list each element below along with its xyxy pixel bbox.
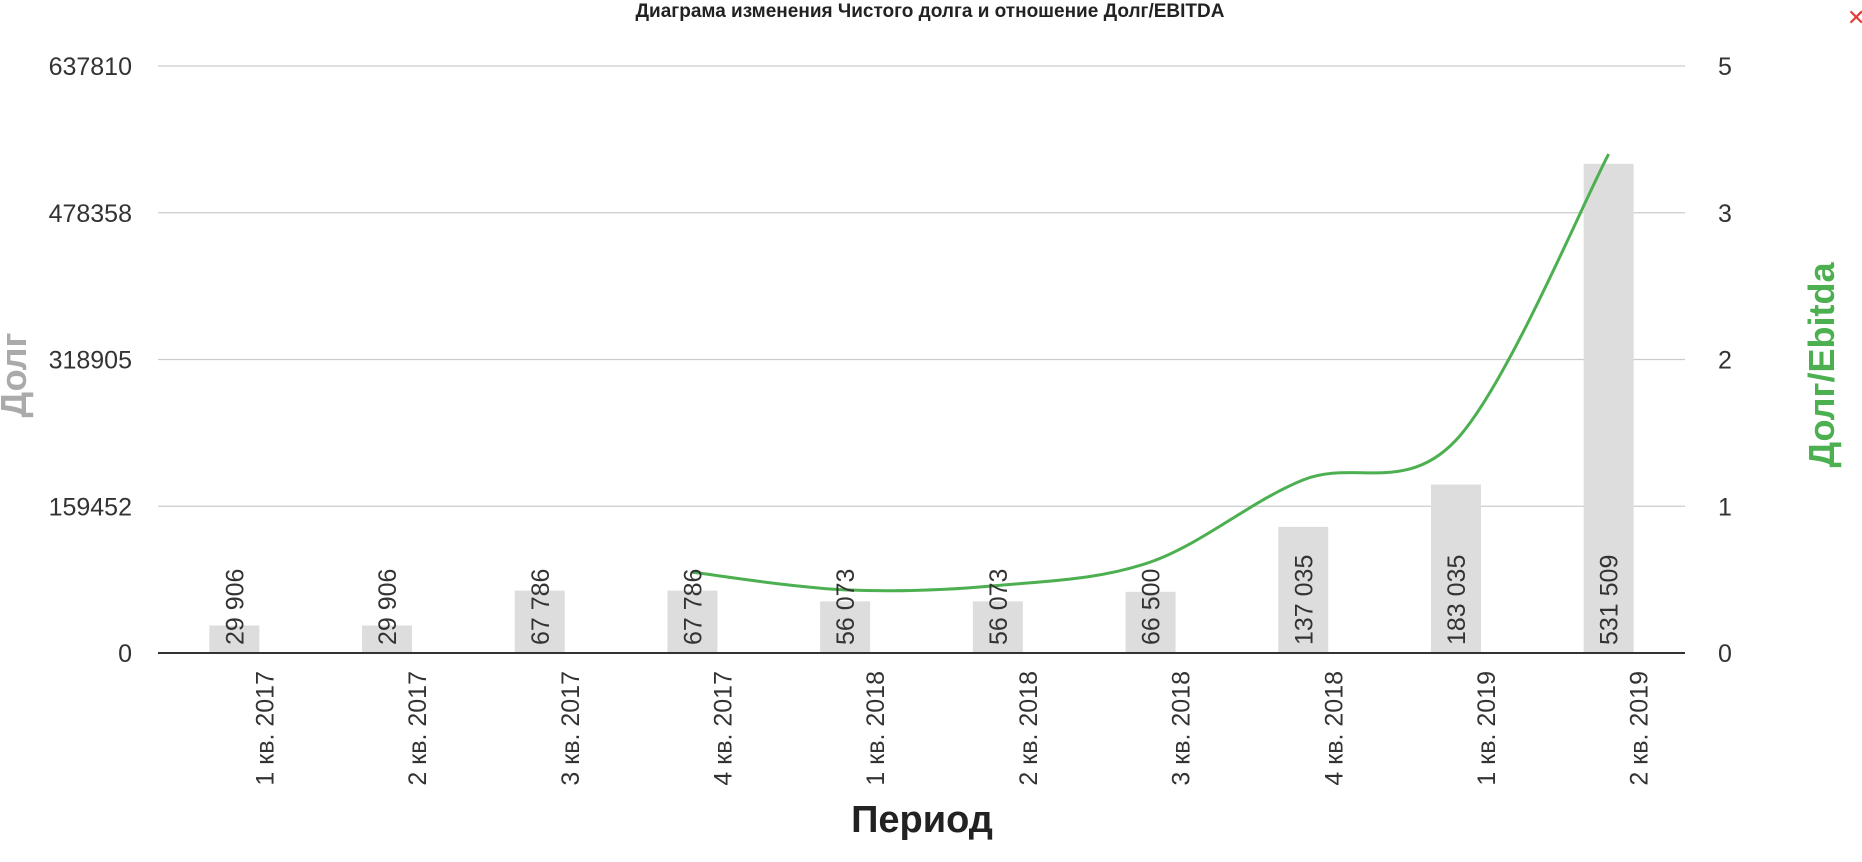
y2-tick-label: 2: [1718, 347, 1732, 375]
x-tick-label: 2 кв. 2017: [404, 671, 432, 786]
bar-data-label: 67 786: [527, 569, 555, 645]
chart-title: Диаграма изменения Чистого долга и отнош…: [636, 1, 1225, 22]
x-tick-label: 3 кв. 2018: [1168, 671, 1196, 786]
x-tick-label: 2 кв. 2018: [1015, 671, 1043, 786]
x-axis-label: Период: [851, 799, 993, 841]
y2-tick-label: 5: [1718, 53, 1732, 81]
bar-data-label: 29 906: [374, 569, 402, 645]
y-tick-label: 0: [118, 640, 132, 668]
bar-data-label: 183 035: [1443, 555, 1471, 645]
gridlines: [158, 65, 1685, 507]
x-tick-label: 3 кв. 2017: [557, 671, 585, 786]
x-tick-label: 2 кв. 2019: [1626, 671, 1654, 786]
close-icon[interactable]: ✕: [1847, 6, 1862, 31]
ratio-line: [692, 153, 1610, 593]
y-tick-label: 159452: [49, 493, 132, 521]
bar-data-label: 531 509: [1596, 555, 1624, 645]
bar: [209, 625, 260, 653]
ratio-line-series: [692, 153, 1610, 593]
y2-axis-label: Долг/Ebitda: [1801, 262, 1842, 468]
x-tick-label: 1 кв. 2019: [1473, 671, 1501, 786]
bar: [362, 625, 413, 653]
bar: [1278, 526, 1329, 653]
bar: [667, 590, 718, 653]
bar: [972, 601, 1023, 653]
y-tick-label: 318905: [49, 347, 132, 375]
bar: [1583, 163, 1634, 654]
bar-data-label: 56 073: [832, 569, 860, 645]
right-y-axis: 0 1 2 3 5: [1718, 53, 1732, 668]
bar-data-label: 137 035: [1290, 555, 1318, 645]
bar-data-label: 66 500: [1138, 569, 1166, 645]
left-y-axis: 0 159452 318905 478358 637810: [49, 53, 132, 668]
bar: [1430, 484, 1481, 653]
x-tick-label: 1 кв. 2018: [862, 671, 890, 786]
x-tick-label: 1 кв. 2017: [251, 671, 279, 786]
x-tick-label: 4 кв. 2017: [709, 671, 737, 786]
y2-tick-label: 1: [1718, 493, 1732, 521]
bar: [1125, 591, 1176, 653]
x-tick-label: 4 кв. 2018: [1320, 671, 1348, 786]
y-tick-label: 637810: [49, 53, 132, 81]
bar-series: [209, 163, 1634, 654]
bar-data-labels: 29 906 29 906 67 786 67 786 56 073 56 073 66 5…: [221, 555, 1623, 645]
y-tick-label: 478358: [49, 200, 132, 228]
bar: [514, 590, 565, 653]
y2-tick-label: 0: [1718, 640, 1732, 668]
bar: [820, 601, 871, 653]
y-axis-label: Долг: [0, 332, 34, 417]
bar-data-label: 67 786: [679, 569, 707, 645]
y2-tick-label: 3: [1718, 200, 1732, 228]
x-axis: 1 кв. 2017 2 кв. 2017 3 кв. 2017 4 кв. 2017…: [251, 671, 1653, 786]
bar-data-label: 56 073: [985, 569, 1013, 645]
bar-data-label: 29 906: [221, 569, 249, 645]
